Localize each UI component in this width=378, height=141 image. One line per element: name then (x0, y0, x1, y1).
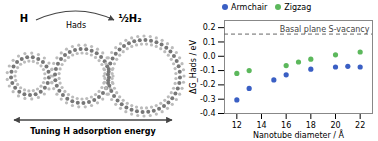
svg-text:0.1: 0.1 (203, 38, 216, 47)
svg-text:-0.1: -0.1 (200, 66, 216, 75)
svg-text:14: 14 (256, 121, 266, 130)
svg-text:12: 12 (232, 121, 242, 130)
svg-text:ΔG_Hads / eV: ΔG_Hads / eV (189, 39, 198, 94)
svg-text:-0.2: -0.2 (200, 80, 216, 89)
svg-text:H: H (20, 13, 28, 24)
svg-text:Basal plane S-vacancy: Basal plane S-vacancy (280, 25, 370, 34)
svg-text:-0.4: -0.4 (200, 109, 216, 118)
svg-text:½H₂: ½H₂ (118, 13, 141, 24)
svg-text:18: 18 (306, 121, 316, 130)
svg-text:Nanotube diameter / Å: Nanotube diameter / Å (253, 129, 345, 140)
svg-text:-0.3: -0.3 (200, 95, 216, 104)
svg-text:20: 20 (330, 121, 340, 130)
html-text:Armchair: Armchair (231, 2, 268, 12)
svg-text:Tuning H adsorption energy: Tuning H adsorption energy (30, 127, 156, 136)
html-text:Zigzag: Zigzag (284, 2, 312, 12)
svg-text:22: 22 (355, 121, 365, 130)
svg-text:0.0: 0.0 (203, 52, 216, 61)
svg-text:16: 16 (281, 121, 291, 130)
svg-text:0.2: 0.2 (203, 23, 216, 32)
svg-text:Hads: Hads (66, 21, 86, 30)
